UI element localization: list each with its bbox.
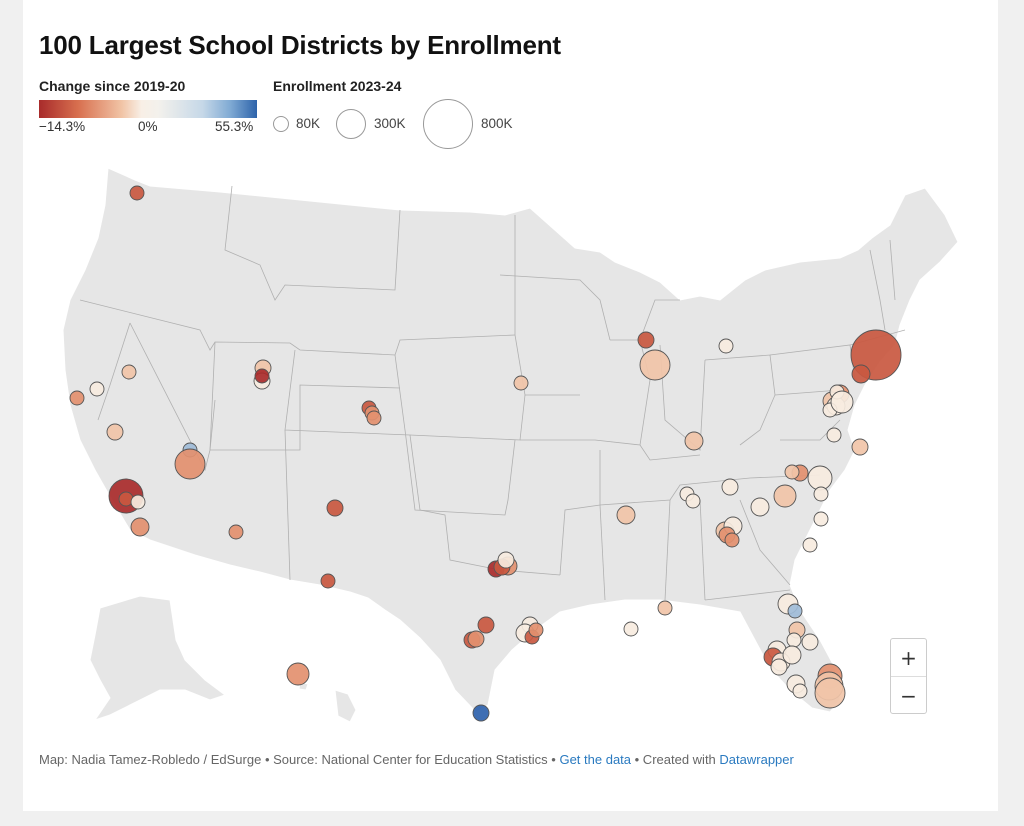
- district-bubble[interactable]: [721, 478, 739, 496]
- district-bubble[interactable]: [320, 573, 336, 589]
- zoom-control: + −: [890, 638, 927, 714]
- district-bubble[interactable]: [814, 677, 846, 709]
- color-legend-max: 55.3%: [215, 119, 254, 134]
- chart-title: 100 Largest School Districts by Enrollme…: [39, 30, 561, 60]
- district-bubble[interactable]: [174, 448, 206, 480]
- district-bubble[interactable]: [130, 517, 150, 537]
- district-bubble[interactable]: [467, 630, 485, 648]
- district-bubble[interactable]: [616, 505, 636, 525]
- size-legend-circle-medium: [336, 109, 366, 139]
- district-bubble[interactable]: [813, 486, 829, 502]
- district-bubble[interactable]: [718, 338, 734, 354]
- district-bubble[interactable]: [657, 600, 673, 616]
- color-legend-title: Change since 2019-20: [39, 78, 186, 94]
- color-legend-min: −14.3%: [39, 119, 86, 134]
- footer-mid: • Created with: [631, 752, 720, 767]
- size-legend-label-small: 80K: [296, 116, 321, 131]
- district-bubble[interactable]: [623, 621, 639, 637]
- district-bubble[interactable]: [477, 616, 495, 634]
- district-bubble[interactable]: [129, 185, 145, 201]
- district-bubble[interactable]: [851, 438, 869, 456]
- district-bubble[interactable]: [813, 511, 829, 527]
- district-bubble[interactable]: [802, 537, 818, 553]
- zoom-out-button[interactable]: −: [900, 683, 917, 708]
- district-bubble[interactable]: [830, 390, 854, 414]
- footer-credit: Map: Nadia Tamez-Robledo / EdSurge • Sou…: [39, 752, 560, 767]
- color-gradient-bar: [39, 100, 257, 118]
- district-bubble[interactable]: [750, 497, 770, 517]
- get-data-link[interactable]: Get the data: [559, 752, 632, 767]
- district-bubble[interactable]: [637, 331, 655, 349]
- district-bubble[interactable]: [228, 524, 244, 540]
- district-bubble[interactable]: [792, 683, 808, 699]
- district-bubble[interactable]: [684, 431, 704, 451]
- district-bubble[interactable]: [513, 375, 529, 391]
- size-legend-title: Enrollment 2023-24: [273, 78, 402, 94]
- size-legend-label-large: 800K: [481, 116, 513, 131]
- district-bubble[interactable]: [639, 349, 671, 381]
- size-legend-circle-large: [423, 99, 473, 149]
- district-bubble[interactable]: [851, 364, 871, 384]
- district-bubble[interactable]: [106, 423, 124, 441]
- land: [62, 167, 959, 723]
- district-bubble[interactable]: [366, 410, 382, 426]
- size-legend-circle-small: [273, 116, 289, 132]
- district-bubbles: [69, 185, 902, 722]
- district-bubble[interactable]: [787, 603, 803, 619]
- district-bubble[interactable]: [770, 658, 788, 676]
- hawaii-shape: [334, 689, 357, 723]
- contiguous-us-shape: [62, 167, 959, 713]
- district-bubble[interactable]: [286, 662, 310, 686]
- district-bubble[interactable]: [69, 390, 85, 406]
- zoom-in-button[interactable]: +: [900, 645, 917, 670]
- district-bubble[interactable]: [786, 632, 802, 648]
- district-bubble[interactable]: [782, 645, 802, 665]
- alaska-shape: [89, 595, 227, 721]
- district-bubble[interactable]: [685, 493, 701, 509]
- district-bubble[interactable]: [724, 532, 740, 548]
- district-bubble[interactable]: [773, 484, 797, 508]
- district-bubble[interactable]: [130, 494, 146, 510]
- district-bubble[interactable]: [497, 551, 515, 569]
- size-legend-label-medium: 300K: [374, 116, 406, 131]
- district-bubble[interactable]: [784, 464, 800, 480]
- color-legend-mid: 0%: [138, 119, 158, 134]
- footer: Map: Nadia Tamez-Robledo / EdSurge • Sou…: [39, 752, 794, 767]
- zoom-divider: [891, 676, 926, 677]
- district-bubble[interactable]: [121, 364, 137, 380]
- district-bubble[interactable]: [826, 427, 842, 443]
- district-bubble[interactable]: [89, 381, 105, 397]
- datawrapper-link[interactable]: Datawrapper: [719, 752, 794, 767]
- district-bubble[interactable]: [472, 704, 490, 722]
- district-bubble[interactable]: [254, 368, 270, 384]
- district-bubble[interactable]: [326, 499, 344, 517]
- district-bubble[interactable]: [801, 633, 819, 651]
- district-bubble[interactable]: [528, 622, 544, 638]
- district-bubble[interactable]: [807, 465, 833, 491]
- state-borders: [79, 185, 906, 601]
